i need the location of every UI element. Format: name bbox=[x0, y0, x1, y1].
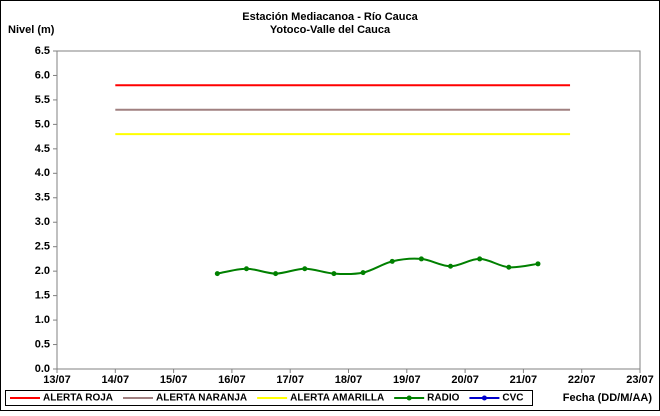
y-tick-label: 0.0 bbox=[35, 363, 50, 375]
legend-label: RADIO bbox=[427, 393, 459, 404]
x-tick-label: 23/07 bbox=[626, 374, 654, 386]
legend-marker bbox=[406, 395, 412, 401]
y-tick-label: 1.0 bbox=[35, 314, 50, 326]
legend-label: ALERTA ROJA bbox=[43, 393, 113, 404]
x-tick-label: 17/07 bbox=[276, 374, 304, 386]
y-tick-label: 5.5 bbox=[35, 94, 50, 106]
y-tick-label: 0.5 bbox=[35, 338, 50, 350]
data-point bbox=[477, 256, 483, 262]
data-point bbox=[243, 266, 249, 272]
legend-label: CVC bbox=[502, 393, 523, 404]
y-tick-label: 5.0 bbox=[35, 118, 50, 130]
data-point bbox=[214, 271, 220, 277]
y-axis-label: Nivel (m) bbox=[8, 24, 55, 36]
x-tick-label: 19/07 bbox=[393, 374, 421, 386]
data-point bbox=[389, 258, 395, 264]
y-tick-label: 2.5 bbox=[35, 241, 50, 253]
data-point bbox=[506, 264, 512, 270]
y-tick-label: 3.5 bbox=[35, 192, 50, 204]
data-point bbox=[273, 271, 279, 277]
legend-label: ALERTA NARANJA bbox=[156, 393, 247, 404]
y-tick-label: 6.5 bbox=[35, 45, 50, 57]
data-point bbox=[418, 256, 424, 262]
legend-label: ALERTA AMARILLA bbox=[290, 393, 384, 404]
x-axis-label: Fecha (DD/M/AA) bbox=[563, 392, 653, 404]
data-point bbox=[535, 261, 541, 267]
data-point bbox=[448, 263, 454, 269]
legend-marker bbox=[481, 395, 487, 401]
data-point bbox=[331, 271, 337, 277]
y-tick-label: 2.0 bbox=[35, 265, 50, 277]
y-tick-label: 4.0 bbox=[35, 167, 50, 179]
x-tick-label: 13/07 bbox=[43, 374, 71, 386]
x-tick-label: 22/07 bbox=[568, 374, 596, 386]
x-tick-label: 15/07 bbox=[160, 374, 188, 386]
x-tick-label: 21/07 bbox=[510, 374, 538, 386]
plot-area bbox=[56, 50, 641, 370]
data-point bbox=[302, 266, 308, 272]
y-tick-label: 4.5 bbox=[35, 143, 50, 155]
chart-title: Estación Mediacanoa - Río Cauca bbox=[242, 11, 418, 23]
y-tick-label: 6.0 bbox=[35, 69, 50, 81]
x-tick-label: 18/07 bbox=[335, 374, 363, 386]
y-tick-label: 3.0 bbox=[35, 216, 50, 228]
x-tick-label: 14/07 bbox=[102, 374, 130, 386]
x-tick-label: 16/07 bbox=[218, 374, 246, 386]
y-tick-label: 1.5 bbox=[35, 290, 50, 302]
data-point bbox=[360, 270, 366, 276]
x-tick-label: 20/07 bbox=[451, 374, 479, 386]
chart-subtitle: Yotoco-Valle del Cauca bbox=[270, 24, 391, 36]
